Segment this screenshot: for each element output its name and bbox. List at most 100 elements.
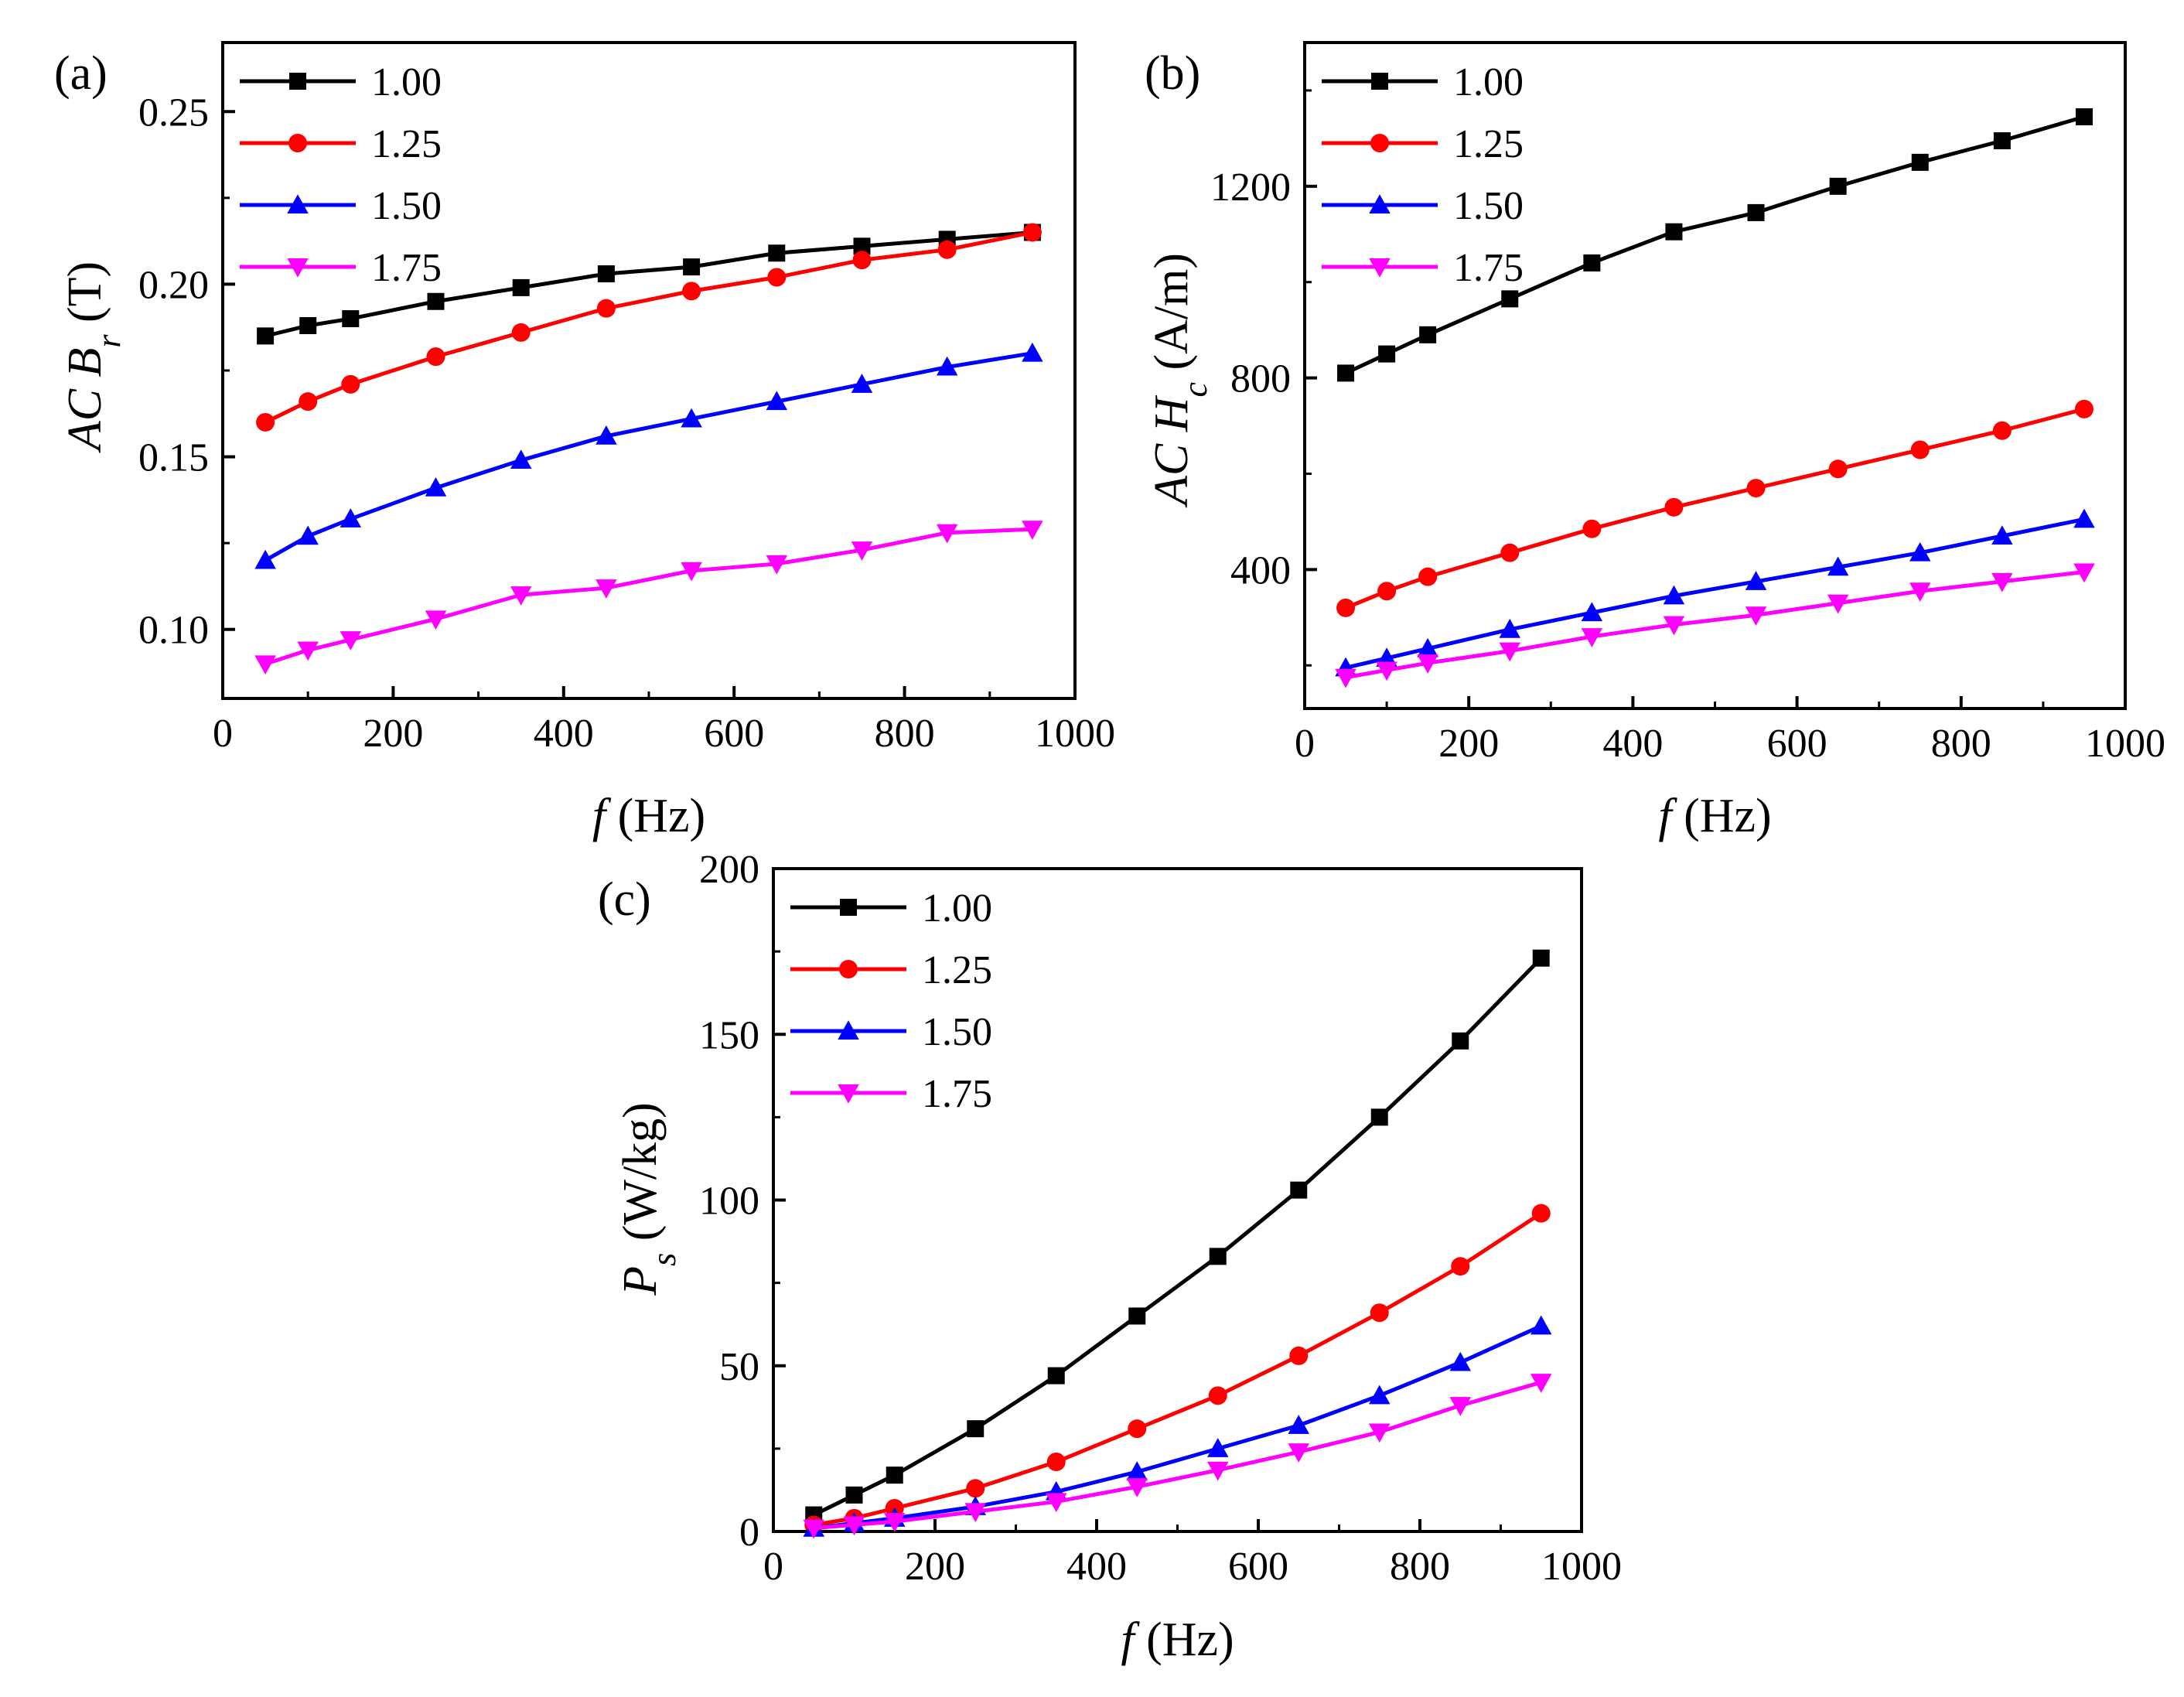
data-point-1-3-0 bbox=[1335, 668, 1356, 688]
data-point-0-1-1 bbox=[299, 392, 318, 411]
data-point-1-1-3 bbox=[1500, 543, 1520, 562]
legend-label-0-2: 1.50 bbox=[371, 184, 442, 228]
legend-marker-2-2 bbox=[838, 1020, 859, 1040]
data-point-1-0-8 bbox=[1911, 153, 1929, 171]
data-point-1-0-10 bbox=[2075, 108, 2093, 126]
legend-label-0-1: 1.25 bbox=[371, 122, 442, 166]
data-point-0-3-5 bbox=[595, 579, 617, 599]
y-axis-prefix-1: AC bbox=[1145, 432, 1198, 508]
data-point-1-0-2 bbox=[1419, 326, 1437, 343]
x-tick-label-2-1: 200 bbox=[905, 1545, 965, 1589]
data-point-0-1-6 bbox=[682, 282, 701, 301]
series-line-1-1 bbox=[1345, 407, 2085, 610]
x-tick-label-2-2: 400 bbox=[1066, 1545, 1127, 1589]
panel-1: 0 200 400 600 800 1000 400 800 1200 1.00 1.25 1.50 1… bbox=[1145, 41, 2165, 842]
panel-tag-0: (a) bbox=[54, 47, 107, 100]
data-point-0-3-7 bbox=[766, 555, 788, 575]
series-line-1-2 bbox=[1345, 517, 2085, 670]
y-tick-label-0-0: 0.10 bbox=[138, 609, 209, 653]
data-point-0-0-4 bbox=[512, 278, 530, 296]
data-point-0-0-6 bbox=[683, 258, 701, 276]
y-axis-subscript-0: r bbox=[90, 334, 128, 348]
series-line-2-3 bbox=[814, 1380, 1542, 1531]
legend-label-0-3: 1.75 bbox=[371, 246, 442, 290]
y-axis-prefix-0: AC bbox=[59, 377, 111, 453]
data-point-2-3-5 bbox=[1126, 1478, 1148, 1497]
y-axis-unit-2: (W/kg) bbox=[614, 1102, 667, 1253]
y-axis-symbol-2: P bbox=[614, 1266, 667, 1296]
data-point-0-3-6 bbox=[681, 562, 702, 582]
data-point-1-3-5 bbox=[1663, 616, 1685, 636]
data-point-0-1-4 bbox=[511, 323, 531, 342]
data-point-0-3-0 bbox=[254, 655, 276, 675]
data-point-1-1-7 bbox=[1828, 459, 1848, 479]
data-point-0-1-8 bbox=[852, 251, 872, 270]
x-tick-label-2-4: 800 bbox=[1390, 1545, 1450, 1589]
y-axis-label-1: AC Hc (A/m) bbox=[1145, 253, 1214, 508]
data-point-2-3-4 bbox=[1046, 1493, 1067, 1513]
panel-tag-1: (b) bbox=[1145, 47, 1200, 100]
data-point-2-1-4 bbox=[1046, 1453, 1066, 1472]
data-point-1-0-7 bbox=[1829, 177, 1847, 195]
data-point-1-0-0 bbox=[1337, 364, 1355, 382]
data-point-2-0-4 bbox=[1047, 1367, 1065, 1385]
data-point-1-3-9 bbox=[1991, 572, 2013, 592]
data-point-2-0-9 bbox=[1452, 1032, 1469, 1050]
data-point-2-1-7 bbox=[1289, 1346, 1309, 1365]
x-tick-label-2-3: 600 bbox=[1228, 1545, 1288, 1589]
y-tick-label-0-1: 0.15 bbox=[138, 436, 209, 480]
y-axis-label-0: AC Br (T) bbox=[59, 261, 128, 453]
data-point-0-0-0 bbox=[257, 327, 275, 345]
legend-label-2-2: 1.50 bbox=[922, 1010, 992, 1054]
data-point-0-2-4 bbox=[510, 449, 532, 469]
x-axis-label-0: f (Hz) bbox=[592, 790, 705, 842]
data-point-1-2-3 bbox=[1499, 619, 1520, 638]
data-point-2-0-5 bbox=[1128, 1307, 1146, 1325]
y-axis-unit-1: (A/m) bbox=[1145, 253, 1198, 382]
data-point-0-3-2 bbox=[340, 631, 362, 650]
y-tick-label-0-2: 0.20 bbox=[138, 263, 209, 307]
legend-label-0-0: 1.00 bbox=[371, 60, 442, 104]
data-point-1-3-1 bbox=[1376, 661, 1397, 681]
data-point-2-2-7 bbox=[1288, 1415, 1309, 1434]
data-point-2-2-5 bbox=[1126, 1461, 1148, 1480]
data-point-0-0-3 bbox=[427, 292, 445, 310]
data-point-0-0-8 bbox=[853, 237, 871, 255]
x-tick-label-0-0: 0 bbox=[213, 712, 233, 756]
data-point-2-2-8 bbox=[1369, 1385, 1391, 1405]
data-point-0-1-10 bbox=[1022, 223, 1042, 242]
data-point-1-0-5 bbox=[1665, 223, 1683, 241]
x-axis-unit-2: (Hz) bbox=[1135, 1613, 1234, 1666]
data-point-0-0-7 bbox=[768, 244, 786, 262]
legend-marker-2-0 bbox=[840, 899, 857, 916]
legend-marker-0-1 bbox=[288, 134, 307, 152]
data-point-0-3-9 bbox=[936, 524, 958, 544]
y-axis-symbol-0: B bbox=[59, 348, 111, 377]
data-point-1-2-10 bbox=[2073, 508, 2095, 528]
legend-label-2-0: 1.00 bbox=[922, 886, 992, 930]
data-point-2-1-10 bbox=[1531, 1204, 1551, 1223]
data-point-0-3-1 bbox=[297, 641, 319, 661]
data-point-2-3-8 bbox=[1369, 1423, 1391, 1443]
legend-label-2-1: 1.25 bbox=[922, 948, 992, 992]
legend-marker-1-3 bbox=[1369, 258, 1391, 278]
data-point-2-2-9 bbox=[1449, 1351, 1471, 1371]
x-tick-label-0-2: 400 bbox=[534, 712, 594, 756]
data-point-1-2-9 bbox=[1991, 525, 2013, 545]
data-point-0-2-0 bbox=[254, 549, 276, 569]
data-point-0-0-2 bbox=[342, 310, 360, 328]
data-point-1-3-4 bbox=[1581, 628, 1603, 647]
data-point-2-1-8 bbox=[1370, 1303, 1389, 1323]
x-tick-label-0-1: 200 bbox=[363, 712, 423, 756]
y-axis-symbol-1: H bbox=[1145, 394, 1198, 432]
data-point-1-1-10 bbox=[2074, 399, 2094, 418]
data-point-0-1-0 bbox=[256, 412, 275, 432]
legend-marker-0-2 bbox=[287, 194, 309, 213]
series-line-2-2 bbox=[813, 1324, 1542, 1531]
data-point-0-1-3 bbox=[426, 347, 445, 367]
data-point-1-3-3 bbox=[1499, 642, 1520, 662]
data-point-2-0-10 bbox=[1532, 949, 1550, 967]
y-axis-subscript-2: s bbox=[645, 1253, 683, 1266]
data-point-2-2-10 bbox=[1531, 1315, 1552, 1335]
data-point-2-0-8 bbox=[1370, 1108, 1388, 1126]
